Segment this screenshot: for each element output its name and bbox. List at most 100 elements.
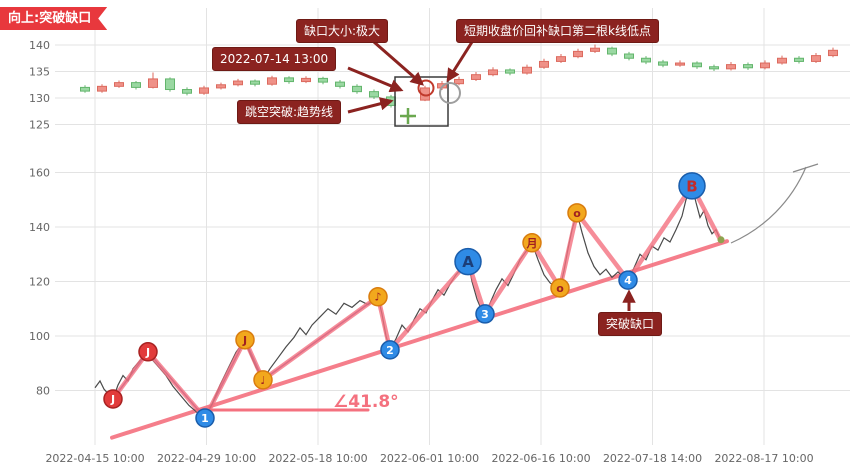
annotation-breakout-gap[interactable]: 突破缺口 [598,312,663,336]
wave-marker-o[interactable]: o [567,203,587,223]
candle-body [522,66,532,74]
annotation-gap-break-trendline[interactable]: 跳空突破:趋势线 [237,100,342,124]
candle-body [726,64,736,70]
svg-text:135: 135 [29,66,50,79]
axis-labels: 125 130 135 140 80 100 120 140 160 2022-04-15 10:… [29,39,814,465]
candle-body [369,91,379,98]
candle-body [505,69,515,74]
wave-marker-3[interactable]: 3 [475,304,495,324]
svg-text:♩: ♩ [260,374,265,387]
signal-banner[interactable]: 向上:突破缺口 [0,7,107,30]
candle-body [131,82,141,88]
wave-marker-月[interactable]: 月 [522,233,542,253]
svg-text:月: 月 [526,237,538,250]
svg-text:2022-04-29 10:00: 2022-04-29 10:00 [157,452,256,465]
candle-body [335,81,345,87]
candle-body [80,86,90,92]
candle-body [743,64,753,69]
candle-body [624,53,634,59]
candle-body [97,85,107,92]
wave-marker-1[interactable]: 1 [195,408,215,428]
svg-text:130: 130 [29,92,50,105]
annotation-datetime[interactable]: 2022-07-14 13:00 [212,47,337,71]
candle-body [539,60,549,68]
candle-body [114,82,124,87]
wave-marker-A[interactable]: A [454,247,482,276]
svg-text:♪: ♪ [374,291,381,304]
svg-text:2022-06-16 10:00: 2022-06-16 10:00 [491,452,590,465]
svg-text:120: 120 [29,276,50,289]
candle-body [777,57,787,64]
annotation-close-fill-gap[interactable]: 短期收盘价回补缺口第二根k线低点 [456,19,659,43]
svg-text:140: 140 [29,39,50,52]
wave-marker-J[interactable]: J [235,330,255,350]
candle-body [165,78,175,91]
svg-text:2022-05-18 10:00: 2022-05-18 10:00 [268,452,367,465]
candle-body [471,74,481,80]
candle-body [199,87,209,94]
candle-body [454,78,464,85]
highlight-circle [439,82,461,104]
svg-text:3: 3 [481,308,489,321]
wave-marker-J[interactable]: J [103,389,123,409]
svg-text:J: J [145,346,150,359]
candle-body [573,50,583,58]
wave-marker-4[interactable]: 4 [618,270,638,290]
candle-body [675,62,685,66]
svg-text:160: 160 [29,167,50,180]
candle-body [709,66,719,70]
svg-text:140: 140 [29,221,50,234]
candle-body [284,77,294,83]
candle-body [148,78,158,88]
candle-body [607,47,617,55]
candle-body [216,84,226,89]
protractor-arc-tick [792,163,819,173]
svg-text:o: o [573,207,581,220]
candle-body [267,77,277,85]
svg-text:2022-04-15 10:00: 2022-04-15 10:00 [45,452,144,465]
svg-text:80: 80 [36,385,50,398]
candle-body [318,77,328,83]
angle-label: ∠41.8° [333,392,399,412]
svg-text:125: 125 [29,119,50,132]
svg-text:2022-08-17 10:00: 2022-08-17 10:00 [714,452,813,465]
annotation-gap-size[interactable]: 缺口大小:极大 [296,19,389,43]
highlight-circle [417,79,435,97]
doji-plus-marker [400,108,416,124]
svg-text:o: o [556,282,564,295]
candle-body [488,69,498,76]
annotation-arrows [347,40,636,311]
candle-body [811,55,821,62]
candle-body [794,57,804,62]
svg-text:100: 100 [29,330,50,343]
wave-marker-♩[interactable]: ♩ [253,370,273,390]
candle-body [250,80,260,85]
candle-body [352,85,362,93]
candle-body [233,80,243,86]
svg-text:A: A [462,253,474,271]
candle-body [556,56,566,62]
candle-body [658,61,668,66]
candle-body [590,47,600,52]
candle-body [301,77,311,83]
protractor-arc [730,166,807,244]
candle-body [828,49,838,57]
wave-marker-B[interactable]: B [678,172,706,200]
price-end-dot [717,236,725,244]
svg-text:2022-07-18 14:00: 2022-07-18 14:00 [603,452,702,465]
price-line [94,183,721,419]
svg-text:J: J [110,393,115,406]
wave-marker-2[interactable]: 2 [380,340,400,360]
svg-text:B: B [686,177,697,195]
svg-text:4: 4 [624,274,632,287]
wave-marker-J[interactable]: J [138,342,158,362]
candlestick-series [80,44,838,121]
svg-text:1: 1 [201,412,209,425]
candle-body [641,57,651,63]
wave-marker-♪[interactable]: ♪ [368,287,388,307]
wave-marker-o[interactable]: o [550,278,570,298]
candle-body [692,62,702,68]
candle-body [760,62,770,69]
